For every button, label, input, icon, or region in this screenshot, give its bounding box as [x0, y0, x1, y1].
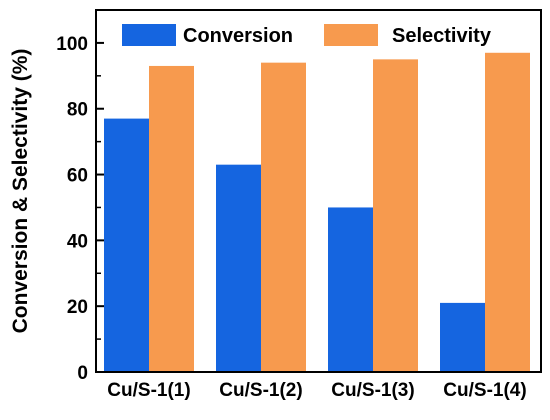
- x-axis: Cu/S-1(1) Cu/S-1(2) Cu/S-1(3) Cu/S-1(4): [107, 380, 526, 401]
- plot-frame: [95, 9, 542, 373]
- y-tick-label: 80: [67, 100, 88, 121]
- bar-selectivity-1: [149, 65, 194, 372]
- y-tick-label: 20: [67, 297, 88, 318]
- legend-label-conversion: Conversion: [183, 25, 293, 47]
- axes-group: [95, 9, 542, 373]
- legend-swatch-conversion: [122, 24, 176, 46]
- legend-label-selectivity: Selectivity: [392, 25, 492, 47]
- y-tick-label: 40: [67, 231, 88, 252]
- bar-conversion-1: [104, 118, 149, 372]
- legend-swatch-selectivity: [324, 24, 378, 46]
- y-axis-title: Conversion & Selectivity (%): [9, 49, 32, 334]
- bar-selectivity-3: [373, 59, 418, 372]
- x-tick-label: Cu/S-1(4): [443, 380, 526, 401]
- x-tick-label: Cu/S-1(3): [331, 380, 414, 401]
- x-tick-label: Cu/S-1(1): [107, 380, 190, 401]
- bar-conversion-4: [440, 302, 485, 372]
- x-tick-label: Cu/S-1(2): [219, 380, 302, 401]
- bar-conversion-3: [328, 207, 373, 372]
- y-tick-label: 100: [56, 34, 88, 55]
- y-axis: 0 20 40 60 80 100: [56, 34, 104, 384]
- y-tick-label: 60: [67, 166, 88, 187]
- y-tick-label: 0: [77, 363, 88, 384]
- legend: Conversion Selectivity: [122, 24, 492, 47]
- bar-selectivity-4: [485, 52, 530, 372]
- bar-selectivity-2: [261, 62, 306, 373]
- bars-group: [104, 52, 530, 373]
- bar-conversion-2: [216, 164, 261, 372]
